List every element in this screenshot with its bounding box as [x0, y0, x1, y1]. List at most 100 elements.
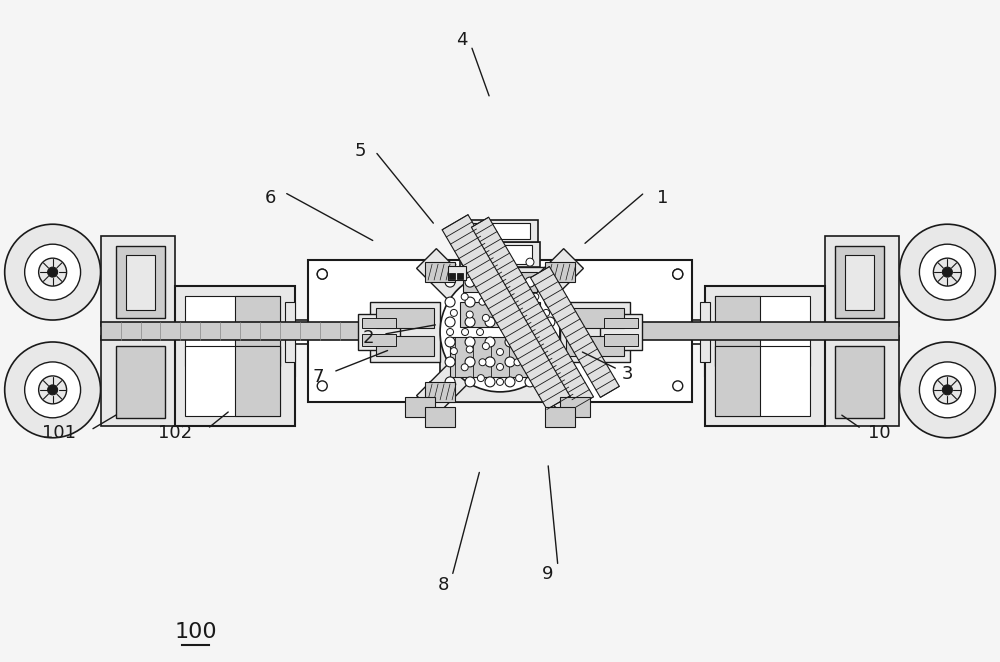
Bar	[560, 302, 630, 362]
Circle shape	[445, 297, 455, 307]
Bar	[358, 314, 400, 350]
Bar	[370, 302, 440, 362]
Circle shape	[461, 364, 468, 371]
Text: 5: 5	[354, 142, 366, 160]
Bar	[235, 346, 280, 416]
Circle shape	[497, 348, 503, 355]
Circle shape	[485, 277, 495, 287]
Circle shape	[497, 308, 503, 316]
Circle shape	[445, 317, 455, 327]
Circle shape	[497, 363, 503, 371]
Circle shape	[673, 269, 683, 279]
Circle shape	[485, 377, 495, 387]
Bar	[308, 260, 692, 402]
Bar	[468, 245, 532, 264]
Circle shape	[445, 357, 455, 367]
Circle shape	[505, 377, 515, 387]
Circle shape	[465, 337, 475, 347]
Circle shape	[531, 328, 538, 336]
Text: 4: 4	[456, 31, 468, 50]
Bar	[705, 286, 825, 376]
Circle shape	[546, 328, 553, 336]
Circle shape	[673, 269, 683, 279]
Circle shape	[525, 277, 535, 287]
Text: 7: 7	[313, 368, 324, 386]
Polygon shape	[500, 332, 583, 415]
Circle shape	[514, 359, 521, 365]
Circle shape	[525, 377, 535, 387]
Circle shape	[899, 224, 995, 320]
Circle shape	[447, 328, 454, 336]
Bar	[545, 407, 575, 427]
Circle shape	[445, 377, 455, 387]
Bar	[705, 336, 825, 426]
Bar	[715, 346, 810, 416]
Bar	[604, 318, 638, 328]
Polygon shape	[442, 214, 573, 409]
Circle shape	[479, 359, 486, 365]
Circle shape	[525, 357, 535, 367]
Bar	[455, 267, 545, 297]
Circle shape	[525, 297, 535, 307]
Bar	[450, 297, 550, 332]
Circle shape	[317, 269, 327, 279]
Circle shape	[450, 309, 457, 316]
Bar	[126, 255, 155, 310]
Bar	[457, 273, 463, 279]
Bar	[715, 296, 760, 366]
Bar	[462, 220, 538, 242]
Text: 9: 9	[542, 565, 554, 583]
Polygon shape	[530, 267, 619, 397]
Circle shape	[485, 317, 495, 327]
Circle shape	[482, 314, 489, 321]
Circle shape	[933, 376, 961, 404]
Circle shape	[919, 244, 975, 300]
Circle shape	[445, 277, 455, 287]
Circle shape	[25, 362, 81, 418]
Circle shape	[505, 357, 515, 367]
Circle shape	[485, 337, 495, 347]
Bar	[430, 382, 570, 402]
Bar	[460, 302, 540, 327]
Circle shape	[497, 279, 503, 285]
Circle shape	[505, 337, 515, 347]
Bar	[449, 273, 455, 279]
Circle shape	[445, 337, 455, 347]
Circle shape	[511, 314, 518, 321]
Bar	[362, 318, 396, 328]
Text: 100: 100	[174, 622, 217, 641]
Bar	[440, 332, 560, 382]
Circle shape	[39, 258, 67, 286]
Text: 2: 2	[362, 328, 374, 347]
Bar	[825, 336, 899, 426]
Bar	[425, 407, 455, 427]
Circle shape	[465, 277, 475, 287]
Circle shape	[450, 348, 457, 355]
Circle shape	[919, 362, 975, 418]
Text: 1: 1	[657, 189, 668, 207]
Bar	[545, 382, 575, 402]
Circle shape	[485, 297, 495, 307]
Circle shape	[543, 348, 550, 355]
Circle shape	[461, 258, 469, 266]
Circle shape	[462, 328, 469, 336]
Circle shape	[532, 293, 539, 300]
Text: 3: 3	[622, 365, 634, 383]
Circle shape	[511, 343, 518, 350]
Circle shape	[466, 346, 473, 353]
Circle shape	[465, 357, 475, 367]
Circle shape	[482, 343, 489, 350]
Circle shape	[532, 364, 539, 371]
Circle shape	[48, 385, 58, 395]
Text: 10: 10	[868, 424, 891, 442]
Circle shape	[899, 342, 995, 438]
Bar	[450, 337, 550, 377]
Bar	[715, 296, 810, 366]
Bar	[376, 308, 434, 328]
Circle shape	[545, 317, 555, 327]
Circle shape	[942, 267, 952, 277]
Circle shape	[5, 342, 101, 438]
Circle shape	[479, 299, 486, 305]
Circle shape	[485, 357, 495, 367]
Polygon shape	[471, 217, 594, 407]
